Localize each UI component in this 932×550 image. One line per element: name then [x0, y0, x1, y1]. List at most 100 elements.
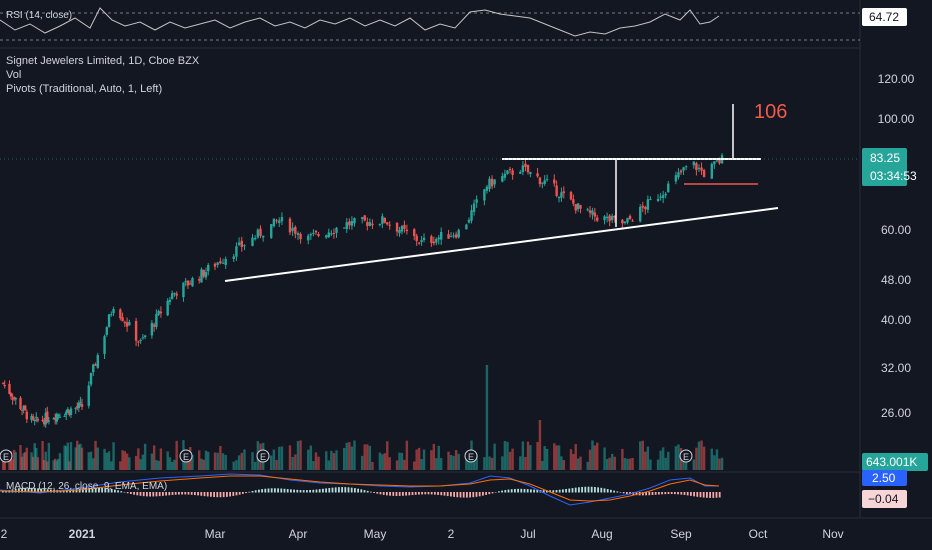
candle-body: [718, 158, 721, 164]
volume-bar: [644, 451, 647, 470]
candle-body: [110, 314, 113, 316]
candle-body: [159, 311, 163, 314]
volume-bar: [307, 449, 310, 470]
main-legend[interactable]: Signet Jewelers Limited, 1D, Cboe BZX Vo…: [6, 54, 199, 96]
volume-bar: [121, 450, 124, 470]
candle-body: [519, 171, 522, 174]
volume-bar: [562, 459, 566, 470]
candle-body: [12, 397, 16, 399]
macd-signal-value: −0.04: [868, 492, 899, 506]
volume-bar: [191, 454, 194, 470]
candle-body: [202, 270, 205, 277]
volume-bar: [253, 461, 257, 470]
earnings-marker[interactable]: E: [0, 449, 13, 463]
macd-hist-bar: [683, 492, 686, 495]
volume-bar: [417, 447, 421, 470]
candle-body: [221, 262, 225, 264]
support-trendline[interactable]: [224, 207, 779, 282]
macd-hist-bar: [715, 492, 718, 498]
candle-body: [299, 233, 302, 240]
volume-bar: [420, 459, 423, 470]
macd-hist-bar: [498, 491, 500, 493]
macd-hist-bar: [450, 492, 452, 497]
volume-bar: [603, 447, 606, 470]
macd-hist-bar: [571, 488, 574, 493]
price-axis[interactable]: 120.00 100.00 60.00 48.00 40.00 32.00 26.00: [878, 72, 915, 420]
candle-body: [41, 419, 44, 421]
candle-body: [543, 180, 546, 184]
earnings-marker[interactable]: E: [679, 449, 693, 463]
volume-bar: [219, 445, 222, 470]
macd-hist-bar: [459, 492, 462, 498]
volume-bar: [623, 458, 627, 470]
candle-body: [253, 237, 257, 240]
candle-body: [371, 223, 374, 226]
volume-bar: [314, 452, 318, 470]
macd-hist-bar: [690, 492, 692, 496]
volume-bar: [639, 441, 642, 470]
macd-hist-bar: [238, 492, 241, 495]
macd-hist-bar: [24, 487, 27, 493]
candle-body: [31, 416, 35, 420]
volume-bar: [343, 447, 346, 470]
volume-bar: [235, 460, 238, 470]
candle-body: [470, 210, 473, 221]
macd-hist-bar: [334, 487, 337, 493]
volume-bar: [465, 457, 468, 470]
macd-hist-bar: [549, 490, 551, 493]
macd-hist-bar: [510, 489, 513, 493]
candles: [1, 153, 724, 428]
volume-bar: [350, 446, 354, 470]
macd-hist-bar: [338, 487, 340, 493]
candle-body: [483, 189, 486, 201]
earnings-marker[interactable]: E: [464, 449, 478, 463]
earnings-marker[interactable]: E: [256, 449, 270, 463]
rsi-legend[interactable]: RSI (14, close): [6, 8, 72, 23]
macd-hist-bar: [661, 492, 663, 495]
candle-body: [80, 404, 84, 407]
macd-hist-bar: [165, 492, 167, 496]
macd-legend[interactable]: MACD (12, 26, close, 9, EMA, EMA): [6, 480, 167, 494]
volume-bar: [557, 445, 561, 470]
earnings-marker[interactable]: E: [179, 449, 193, 463]
price-tick-label: 40.00: [881, 313, 911, 327]
candle-body: [605, 216, 609, 219]
volume-bar: [656, 459, 660, 470]
volume-bar: [80, 447, 84, 470]
volume-bar: [24, 452, 27, 470]
candle-body: [235, 246, 238, 257]
candle-body: [191, 278, 194, 287]
time-tick-label: Apr: [289, 527, 308, 541]
macd-hist-bar: [677, 492, 679, 495]
macd-hist-bar: [88, 487, 91, 493]
macd-hist-bar: [184, 492, 187, 495]
candle-body: [309, 234, 313, 236]
time-axis[interactable]: 2 2021 Mar Apr May 2 Jul Aug Sep Oct Nov: [1, 527, 844, 541]
macd-hist-bar: [216, 492, 219, 498]
volume-bar: [31, 456, 35, 470]
price-tick-label: 26.00: [881, 406, 911, 420]
volume-bar: [270, 455, 273, 470]
candle-body: [628, 215, 632, 220]
candle-body: [47, 420, 51, 422]
candle-body: [278, 220, 281, 224]
candle-body: [439, 231, 443, 240]
volume-bar: [677, 444, 680, 470]
volume-bar: [125, 453, 129, 470]
candle-body: [435, 238, 438, 243]
macd-hist-bar: [34, 487, 36, 493]
svg-text:E: E: [3, 452, 9, 462]
candle-body: [291, 227, 294, 232]
macd-hist-bar: [520, 488, 523, 493]
macd-hist-bar: [456, 492, 459, 498]
macd-hist-bar: [485, 492, 487, 495]
volume-bar: [400, 452, 404, 470]
candle-body: [684, 166, 688, 168]
volume-bar: [105, 452, 108, 470]
candle-body: [42, 421, 46, 425]
candle-body: [368, 222, 372, 226]
macd-hist-bar: [251, 491, 254, 493]
macd-hist-bar: [341, 487, 343, 493]
